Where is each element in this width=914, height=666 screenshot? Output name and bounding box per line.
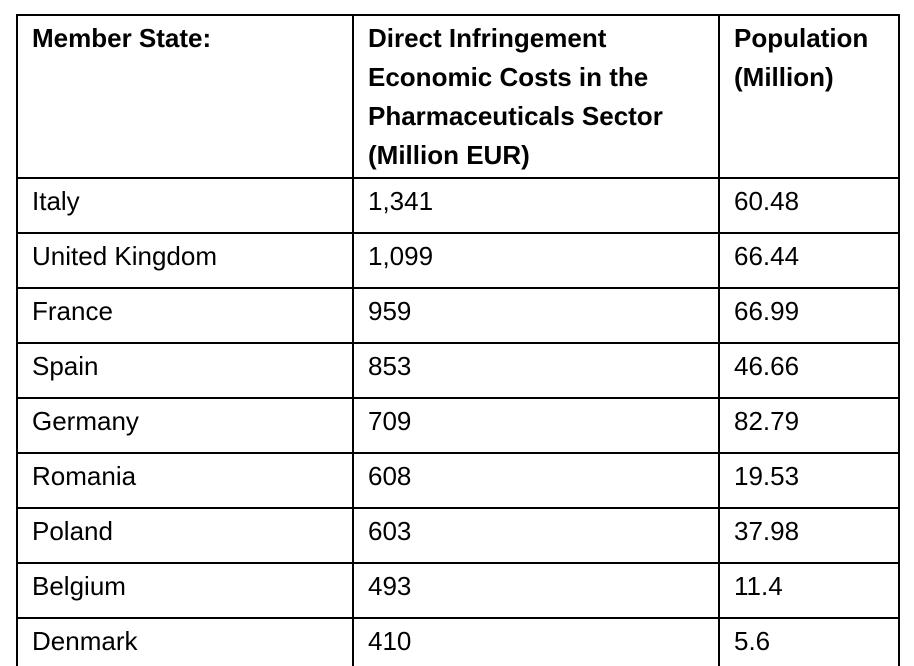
member-state-cell: Denmark [16,617,354,666]
cost-cell: 410 [352,617,720,666]
member-state-cell: Italy [16,177,354,234]
member-state-cell: Spain [16,342,354,399]
population-cell: 11.4 [718,562,900,619]
table-row: United Kingdom 1,099 66.44 [16,232,900,289]
population-cell: 66.44 [718,232,900,289]
cost-cell: 603 [352,507,720,564]
cost-cell: 853 [352,342,720,399]
member-state-cell: France [16,287,354,344]
table-row: Poland 603 37.98 [16,507,900,564]
population-cell: 82.79 [718,397,900,454]
member-state-cell: Poland [16,507,354,564]
column-header-member-state: Member State: [16,14,354,179]
population-cell: 60.48 [718,177,900,234]
member-state-cell: Belgium [16,562,354,619]
column-header-costs: Direct Infringement Economic Costs in th… [352,14,720,179]
table-row: Spain 853 46.66 [16,342,900,399]
table-row: Denmark 410 5.6 [16,617,900,666]
population-cell: 37.98 [718,507,900,564]
population-cell: 46.66 [718,342,900,399]
table-row: Germany 709 82.79 [16,397,900,454]
column-header-population: Population (Million) [718,14,900,179]
population-cell: 19.53 [718,452,900,509]
cost-cell: 1,099 [352,232,720,289]
table-row: Belgium 493 11.4 [16,562,900,619]
table-row: France 959 66.99 [16,287,900,344]
cost-cell: 959 [352,287,720,344]
cost-cell: 608 [352,452,720,509]
table-row: Italy 1,341 60.48 [16,177,900,234]
cost-cell: 709 [352,397,720,454]
cost-cell: 1,341 [352,177,720,234]
header-row: Member State: Direct Infringement Econom… [16,14,900,179]
member-state-cell: Germany [16,397,354,454]
member-state-cell: Romania [16,452,354,509]
population-cell: 66.99 [718,287,900,344]
cost-cell: 493 [352,562,720,619]
population-cell: 5.6 [718,617,900,666]
member-state-cell: United Kingdom [16,232,354,289]
infringement-costs-table: Member State: Direct Infringement Econom… [16,14,900,666]
table-row: Romania 608 19.53 [16,452,900,509]
